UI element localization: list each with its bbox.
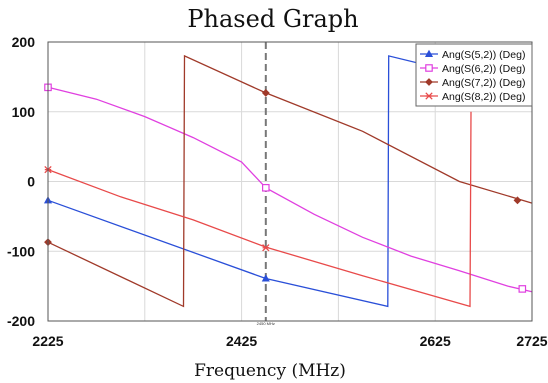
legend-label: Ang(S(6,2)) (Deg) <box>442 63 525 75</box>
legend-item: Ang(S(7,2)) (Deg) <box>420 77 525 89</box>
legend-marker <box>424 49 434 58</box>
legend-marker <box>425 64 433 72</box>
x-axis-ticks: 2225 2425 2625 2725 <box>32 333 547 349</box>
y-tick-label: 0 <box>27 174 35 190</box>
data-point <box>518 285 527 293</box>
x-tick-label: 2425 <box>226 333 257 349</box>
x-tick-label: 2225 <box>32 333 63 349</box>
legend-marker <box>425 92 433 100</box>
data-point <box>261 274 270 282</box>
legend-item: Ang(S(8,2)) (Deg) <box>420 91 525 103</box>
legend: Ang(S(5,2)) (Deg) Ang(S(6,2)) (Deg) Ang(S(… <box>415 43 533 107</box>
data-point <box>262 244 270 252</box>
series-layer <box>43 54 533 308</box>
plot-frame <box>47 41 533 322</box>
y-axis-ticks: 200 100 0 -100 -200 <box>7 34 35 329</box>
y-tick-label: 100 <box>12 104 36 120</box>
data-point <box>261 89 270 97</box>
legend-item: Ang(S(5,2)) (Deg) <box>420 49 525 61</box>
series-3 <box>44 54 533 308</box>
x-tick-label: 2725 <box>516 333 547 349</box>
x-tick-label: 2625 <box>420 333 451 349</box>
y-tick-label: -200 <box>7 313 35 329</box>
chart-title: Phased Graph <box>187 5 358 33</box>
legend-label: Ang(S(5,2)) (Deg) <box>442 49 525 61</box>
legend-item: Ang(S(6,2)) (Deg) <box>420 63 525 75</box>
y-tick-label: 200 <box>12 34 36 50</box>
legend-label: Ang(S(8,2)) (Deg) <box>442 91 525 103</box>
legend-marker <box>425 78 433 86</box>
legend-label: Ang(S(7,2)) (Deg) <box>442 77 525 89</box>
y-tick-label: -100 <box>7 243 35 259</box>
data-point <box>513 196 522 205</box>
marker-line-label: 2450 MHz <box>257 321 275 326</box>
series-line <box>47 86 533 293</box>
x-axis-label: Frequency (MHz) <box>194 361 346 381</box>
data-point <box>262 183 270 192</box>
